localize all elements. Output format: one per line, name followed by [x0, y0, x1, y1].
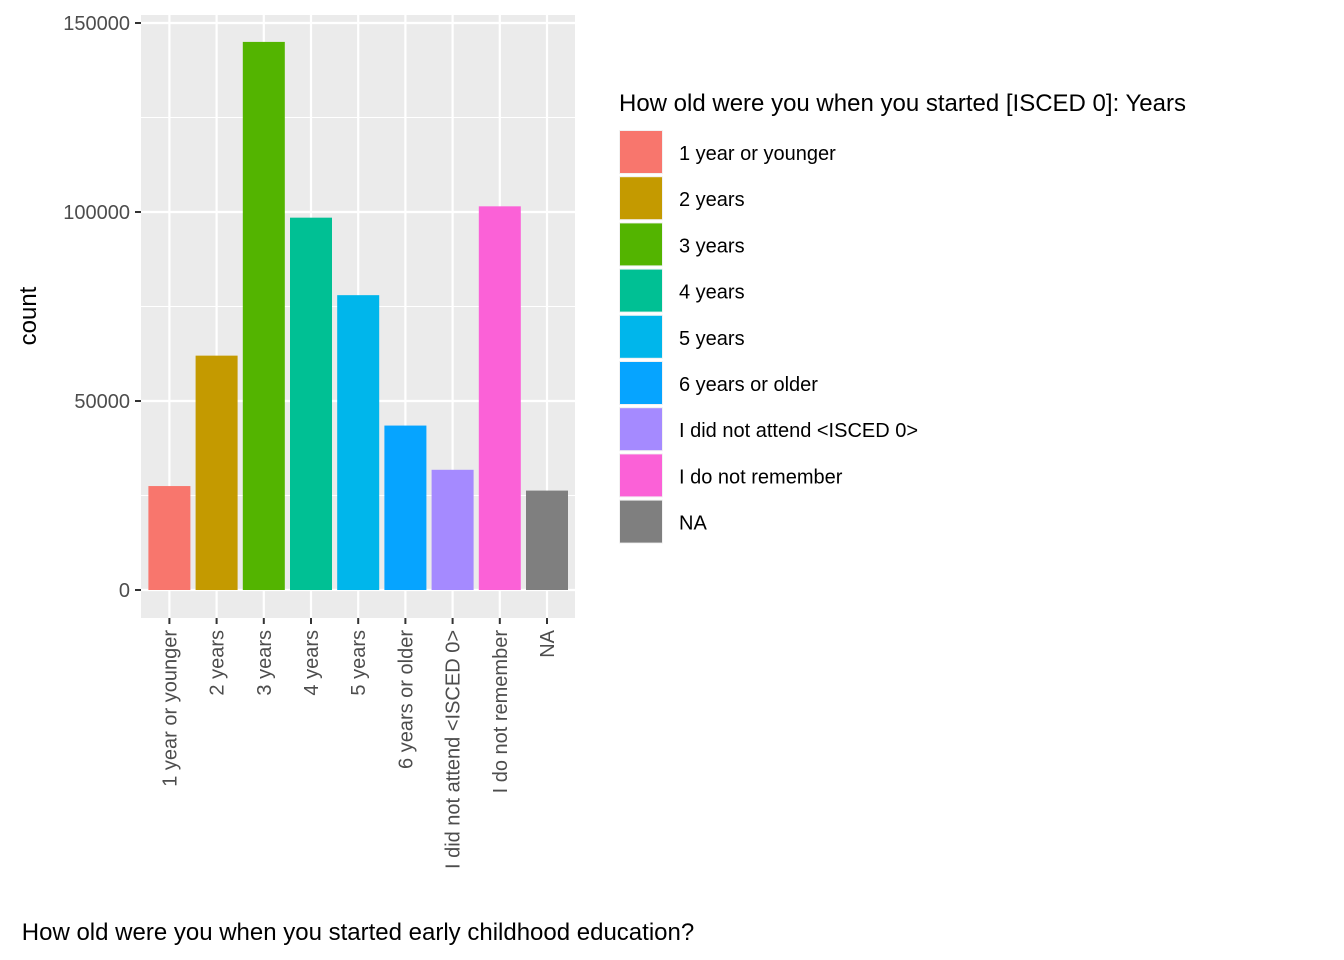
- x-axis-title: How old were you when you started early …: [22, 919, 694, 946]
- legend-swatch: [620, 408, 662, 451]
- x-tick-label: NA: [537, 629, 559, 657]
- legend-label: 5 years: [679, 328, 745, 350]
- x-axis: 1 year or younger 2 years 3 years 4 years 5 …: [159, 618, 559, 869]
- x-tick-label: 1 year or younger: [159, 630, 181, 787]
- legend: How old were you when you started [ISCED…: [619, 90, 1186, 544]
- bar: [337, 295, 380, 590]
- y-axis-title: count: [15, 286, 42, 345]
- legend-swatch: [620, 315, 662, 358]
- legend-swatch: [620, 223, 662, 266]
- legend-label: I did not attend <ISCED 0>: [679, 420, 918, 442]
- legend-label: 3 years: [679, 235, 745, 257]
- legend-label: I do not remember: [679, 466, 843, 488]
- x-tick-label: 6 years or older: [395, 630, 417, 769]
- x-tick-label: 3 years: [254, 630, 276, 696]
- legend-title: How old were you when you started [ISCED…: [619, 90, 1186, 117]
- y-tick-label: 100000: [63, 202, 130, 224]
- bar: [384, 425, 427, 590]
- legend-swatch: [620, 454, 662, 497]
- bar: [290, 217, 332, 591]
- bar: [242, 41, 285, 590]
- legend-label: 6 years or older: [679, 374, 818, 396]
- legend-label: 1 year or younger: [679, 143, 836, 165]
- legend-label: 4 years: [679, 282, 745, 304]
- bars: [148, 41, 568, 591]
- x-tick-label: I do not remember: [490, 630, 512, 794]
- y-tick-label: 0: [119, 580, 130, 602]
- x-tick-label: 5 years: [348, 630, 370, 696]
- legend-swatch: [620, 500, 662, 543]
- x-tick-label: 2 years: [207, 630, 229, 696]
- bar: [478, 206, 521, 590]
- x-tick-label: I did not attend <ISCED 0>: [443, 630, 465, 869]
- legend-swatch: [620, 269, 662, 312]
- legend-swatch: [620, 177, 662, 220]
- y-axis: 0 50000 100000 150000: [63, 13, 141, 602]
- legend-swatch: [620, 362, 662, 404]
- bar: [148, 486, 191, 590]
- bar: [195, 355, 238, 590]
- bar: [526, 490, 568, 590]
- legend-label: 2 years: [679, 189, 745, 211]
- x-tick-label: 4 years: [301, 630, 323, 696]
- bar: [431, 469, 474, 590]
- y-tick-label: 50000: [74, 391, 130, 413]
- legend-swatch: [620, 131, 662, 173]
- legend-label: NA: [679, 513, 707, 535]
- y-tick-label: 150000: [63, 13, 130, 35]
